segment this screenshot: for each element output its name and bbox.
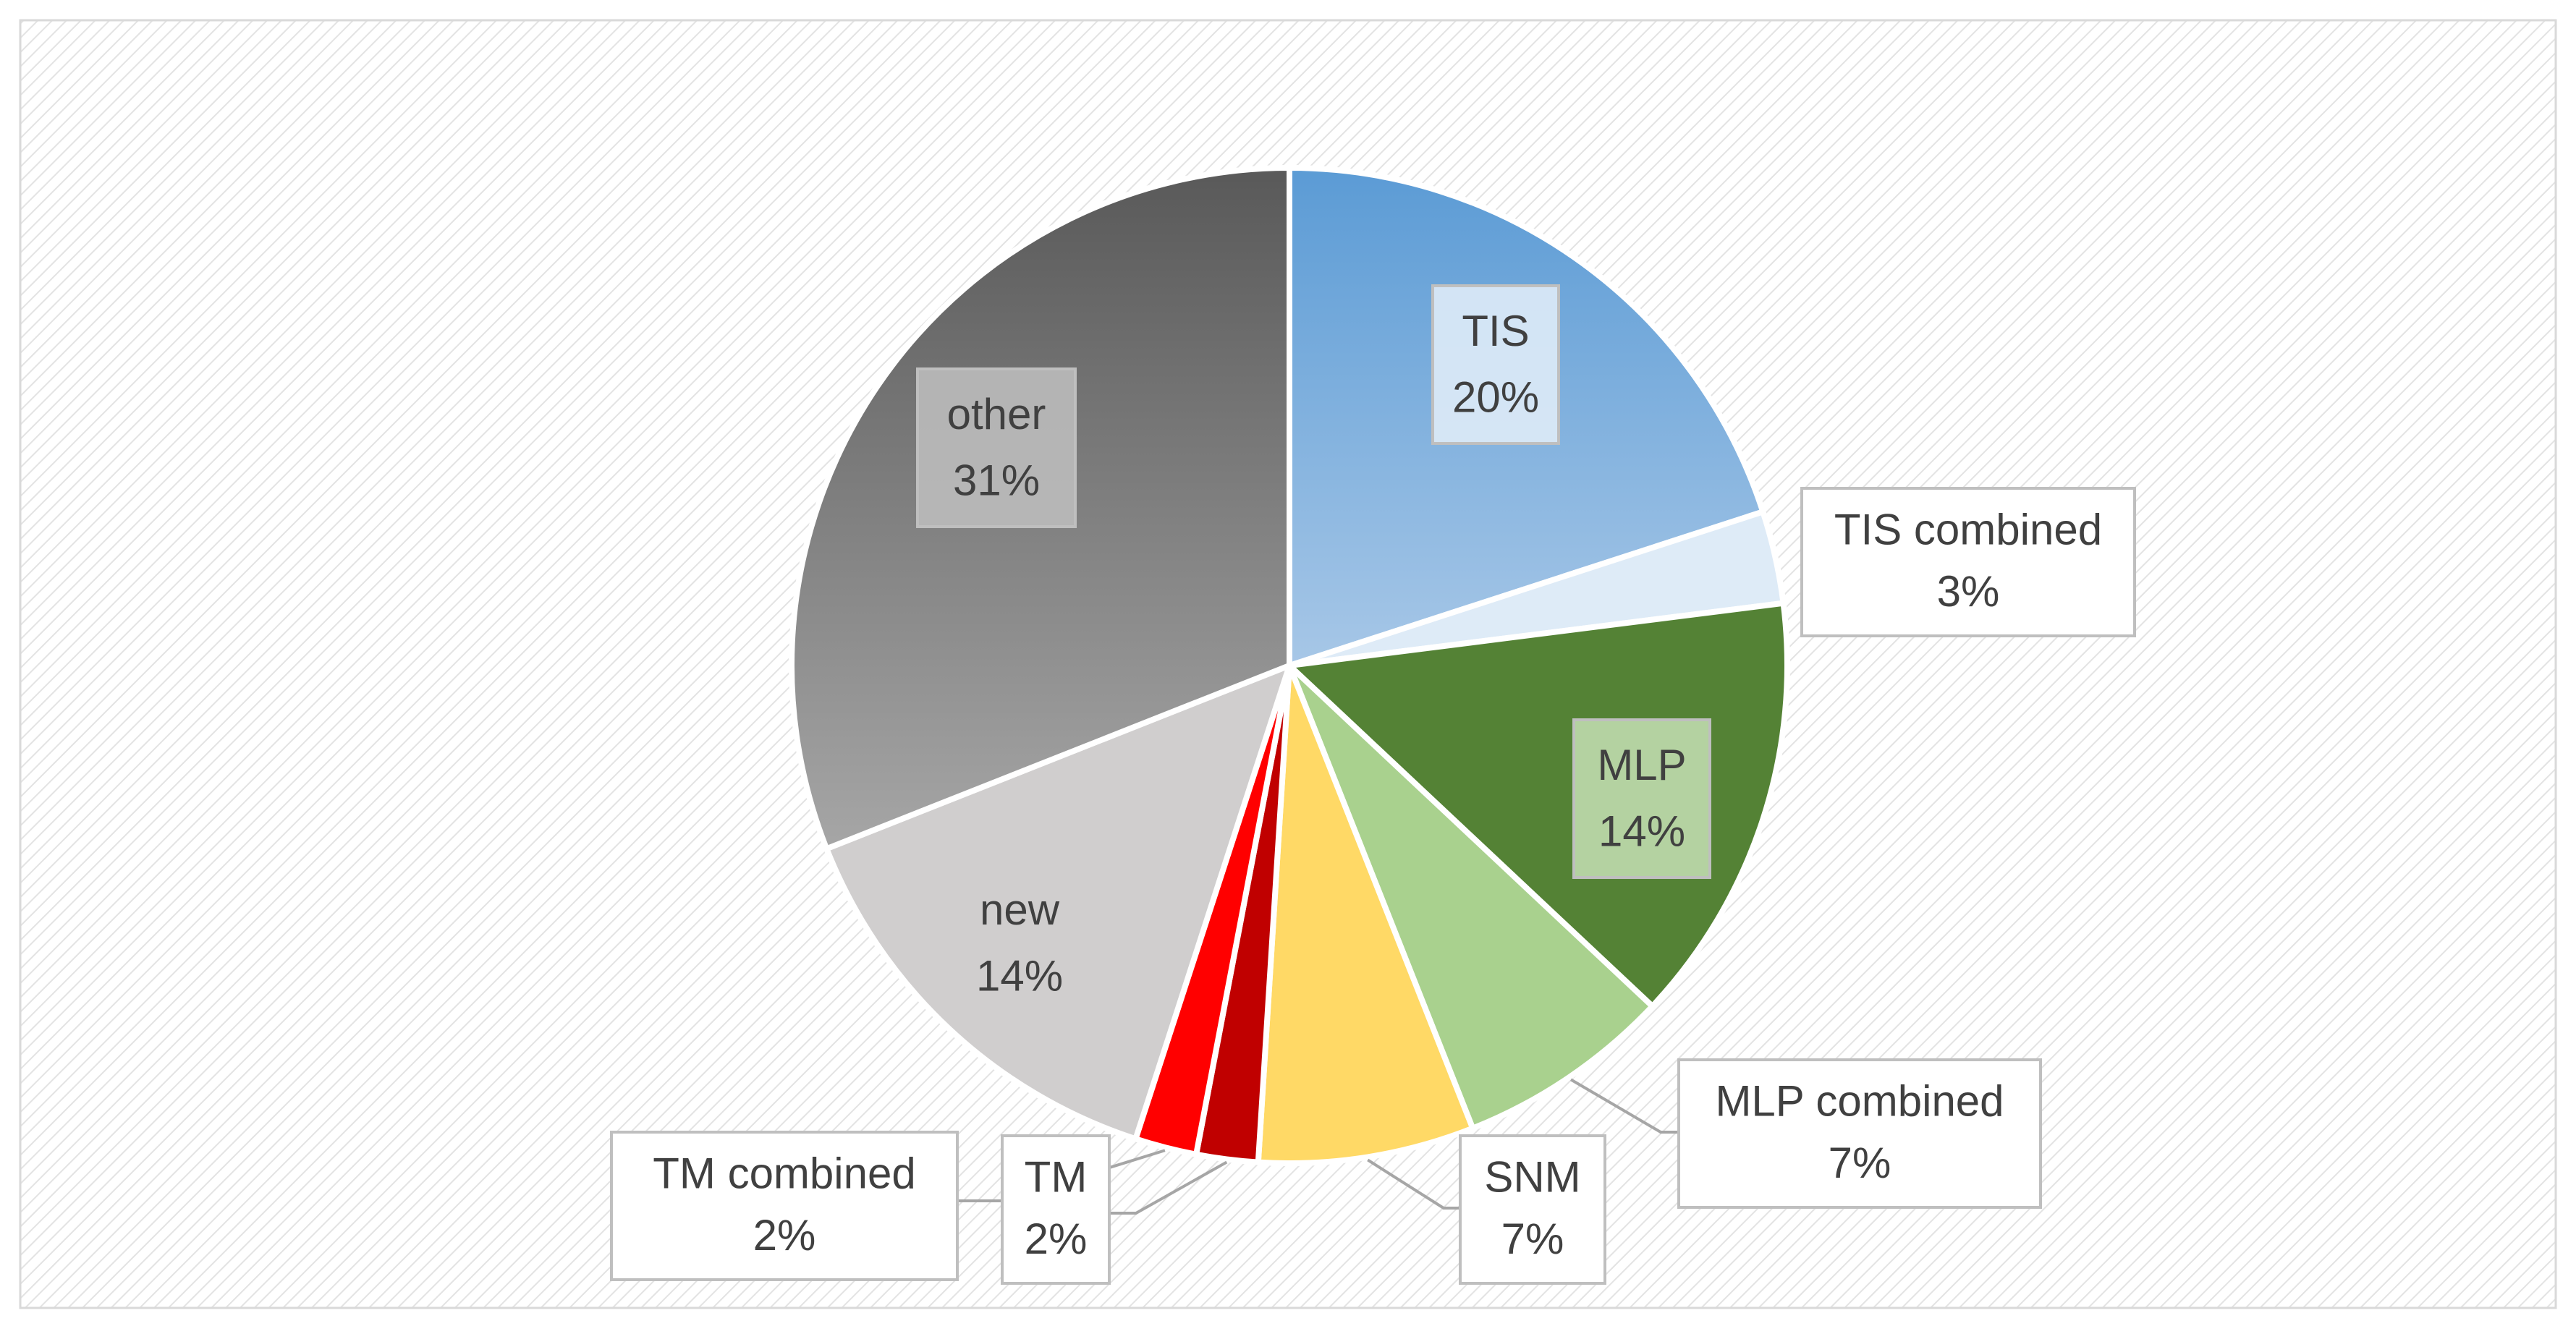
data-label-new: new 14% bbox=[976, 885, 1063, 1000]
data-label-percent-other: 31% bbox=[953, 456, 1040, 504]
data-label-tis-combined: TIS combined 3% bbox=[1800, 487, 2136, 637]
data-label-box-mlp bbox=[1572, 718, 1711, 879]
data-label-category-tis: TIS bbox=[1462, 307, 1529, 355]
data-labels: TIS 20% TIS combined 3% MLP 14% MLP combined 7%… bbox=[610, 284, 2136, 1285]
data-label-box-tm bbox=[1001, 1134, 1111, 1285]
data-label-box-other bbox=[916, 367, 1077, 528]
data-label-percent-snm: 7% bbox=[1501, 1215, 1564, 1263]
data-label-category-tm: TM bbox=[1025, 1153, 1088, 1202]
leader-line-snm bbox=[1367, 1158, 1460, 1210]
data-label-category-tm-combined: TM combined bbox=[653, 1149, 915, 1198]
data-label-box-mlp-combined bbox=[1677, 1058, 2042, 1209]
leader-line-tm bbox=[1109, 1160, 1228, 1215]
data-label-percent-mlp-combined: 7% bbox=[1829, 1139, 1891, 1187]
data-label-percent-mlp: 14% bbox=[1598, 807, 1685, 855]
data-label-percent-new: 14% bbox=[976, 951, 1063, 1000]
data-label-category-mlp: MLP bbox=[1597, 741, 1686, 789]
pie-slice-snm[interactable] bbox=[1255, 663, 1476, 1166]
data-label-category-snm: SNM bbox=[1484, 1153, 1580, 1202]
data-label-tm: TM 2% bbox=[1001, 1134, 1111, 1285]
data-label-category-mlp-combined: MLP combined bbox=[1715, 1077, 2004, 1126]
data-label-box-tis-combined bbox=[1800, 487, 2136, 637]
data-label-box-tis bbox=[1431, 284, 1560, 445]
data-label-mlp-combined: MLP combined 7% bbox=[1677, 1058, 2042, 1209]
data-label-percent-tm: 2% bbox=[1025, 1215, 1088, 1263]
pie-slice-mlp[interactable] bbox=[1287, 600, 1790, 1009]
data-label-tm-combined: TM combined 2% bbox=[610, 1131, 959, 1281]
data-label-box-snm bbox=[1459, 1134, 1606, 1285]
data-label-box-tm-combined bbox=[610, 1131, 959, 1281]
data-label-percent-tis: 20% bbox=[1452, 373, 1539, 421]
data-label-other: other 31% bbox=[916, 367, 1077, 528]
data-label-category-new: new bbox=[980, 885, 1060, 934]
data-label-percent-tm-combined: 2% bbox=[753, 1211, 816, 1259]
data-label-category-other: other bbox=[947, 390, 1046, 438]
data-label-snm: SNM 7% bbox=[1459, 1134, 1606, 1285]
data-label-mlp: MLP 14% bbox=[1572, 718, 1711, 879]
data-label-tis: TIS 20% bbox=[1431, 284, 1560, 445]
pie-slice-new[interactable] bbox=[823, 663, 1292, 1142]
pie-slice-mlp-combined[interactable] bbox=[1287, 663, 1656, 1131]
data-label-percent-tis-combined: 3% bbox=[1937, 567, 2000, 616]
pie-slices bbox=[788, 165, 1790, 1166]
data-label-category-tis-combined: TIS combined bbox=[1834, 506, 2102, 554]
leader-line-mlp-combined bbox=[1569, 1078, 1679, 1134]
